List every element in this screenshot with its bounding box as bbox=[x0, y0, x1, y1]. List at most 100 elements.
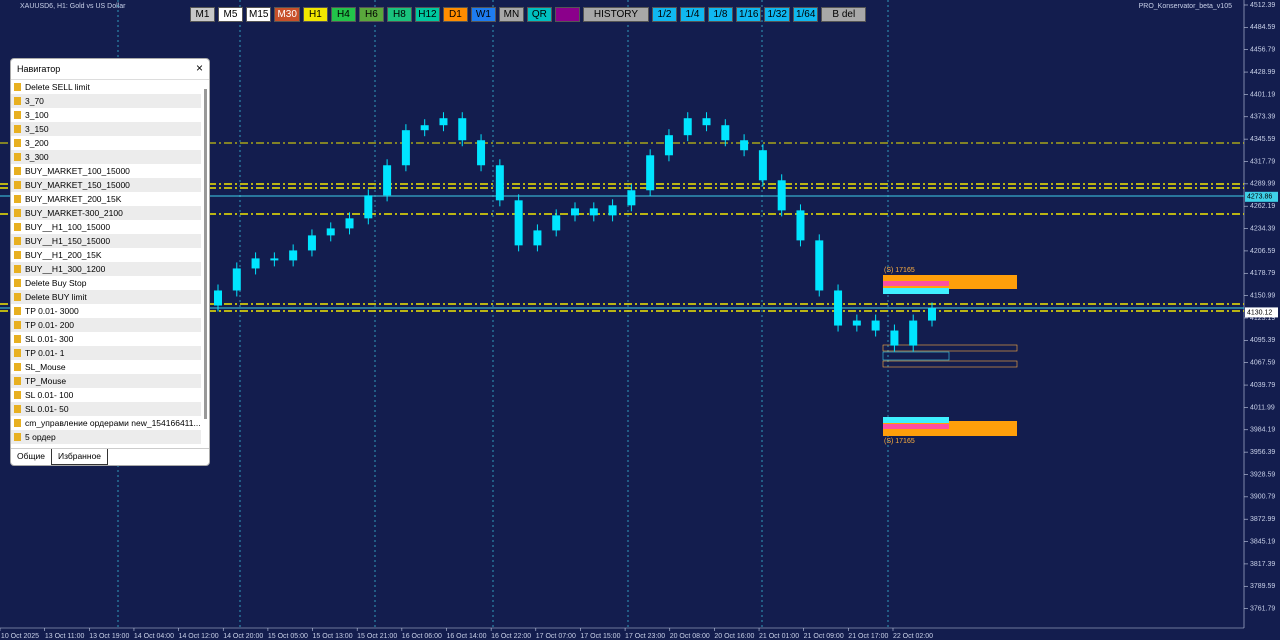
navigator-item[interactable]: 3_70 bbox=[11, 94, 201, 108]
navigator-item[interactable]: BUY_MARKET_150_15000 bbox=[11, 178, 201, 192]
candle bbox=[608, 205, 617, 216]
timeframe-button[interactable] bbox=[554, 7, 580, 22]
candle bbox=[571, 208, 579, 216]
y-tick-label: 3928.59 bbox=[1250, 471, 1275, 478]
timeframe-button[interactable]: 1/64 bbox=[792, 7, 819, 22]
navigator-item[interactable]: SL 0.01- 100 bbox=[11, 388, 201, 402]
navigator-item[interactable]: 5 ордер bbox=[11, 430, 201, 444]
y-tick-label: 4456.79 bbox=[1250, 47, 1275, 54]
candle bbox=[909, 320, 918, 346]
timeframe-button[interactable]: 1/32 bbox=[764, 7, 790, 22]
navigator-item[interactable]: SL 0.01- 300 bbox=[11, 332, 201, 346]
candle bbox=[627, 190, 636, 206]
navigator-item[interactable]: SL_Mouse bbox=[11, 360, 201, 374]
toolbar: M1 M5 M15 M30 H1 H4 H6 H8 H12 D1 W1 MN QR HISTORY 1/2 1… bbox=[190, 7, 867, 22]
timeframe-button[interactable]: H8 bbox=[386, 7, 412, 22]
candle bbox=[683, 118, 692, 136]
candle bbox=[646, 155, 655, 191]
navigator-item[interactable]: 3_100 bbox=[11, 108, 201, 122]
candle bbox=[740, 140, 749, 151]
timeframe-button[interactable]: H4 bbox=[330, 7, 356, 22]
navigator-item[interactable]: 3_200 bbox=[11, 136, 201, 150]
x-tick-label: 17 Oct 15:00 bbox=[580, 633, 620, 640]
navigator-item[interactable]: TP 0.01- 200 bbox=[11, 318, 201, 332]
tabs: Общие Избранное bbox=[11, 448, 209, 465]
y-tick-label: 3984.19 bbox=[1250, 427, 1275, 434]
navigator-item[interactable]: BUY__H1_200_15K bbox=[11, 248, 201, 262]
timeframe-button[interactable]: M30 bbox=[274, 7, 300, 22]
timeframe-button[interactable]: M5 bbox=[218, 7, 243, 22]
candle bbox=[214, 290, 222, 306]
expert: PRO_Konservator_beta_v105 bbox=[1139, 3, 1232, 10]
x-tick-label: 16 Oct 22:00 bbox=[491, 633, 531, 640]
navigator-item[interactable]: BUY__H1_150_15000 bbox=[11, 234, 201, 248]
y-tick-label: 4428.99 bbox=[1250, 69, 1275, 76]
timeframe-button[interactable]: H6 bbox=[358, 7, 384, 22]
navigator-item[interactable]: BUY_MARKET_100_15000 bbox=[11, 164, 201, 178]
candle bbox=[477, 140, 486, 166]
price-box bbox=[1245, 307, 1278, 318]
candle bbox=[552, 215, 561, 231]
x-tick-label: 13 Oct 19:00 bbox=[89, 633, 129, 640]
candle bbox=[439, 118, 448, 126]
navigator-item[interactable]: TP 0.01- 3000 bbox=[11, 304, 201, 318]
navigator-item[interactable]: Delete Buy Stop bbox=[11, 276, 201, 290]
candle bbox=[514, 200, 523, 246]
close-button[interactable]: × bbox=[195, 61, 203, 75]
navigator-item[interactable]: 3_150 bbox=[11, 122, 201, 136]
timeframe-button[interactable]: 1/4 bbox=[680, 7, 705, 22]
candle bbox=[270, 258, 279, 261]
price-label: 4273.86 bbox=[1247, 194, 1272, 201]
candle bbox=[664, 135, 673, 156]
y-tick-label: 4011.99 bbox=[1250, 404, 1275, 411]
scrollbar[interactable] bbox=[204, 89, 207, 419]
timeframe-button[interactable]: M15 bbox=[246, 7, 272, 22]
timeframe-button[interactable]: D1 bbox=[442, 7, 468, 22]
candle bbox=[702, 118, 711, 126]
y-tick-label: 4178.79 bbox=[1250, 270, 1275, 277]
x-tick-label: 17 Oct 23:00 bbox=[625, 633, 665, 640]
candle bbox=[251, 258, 260, 269]
y-tick-label: 3956.39 bbox=[1250, 449, 1275, 456]
y-tick-label: 4123.19 bbox=[1250, 315, 1275, 322]
timeframe-button[interactable]: H12 bbox=[414, 7, 440, 22]
tab[interactable]: Общие bbox=[17, 451, 45, 461]
timeframe-button[interactable]: W1 bbox=[470, 7, 496, 22]
navigator-item[interactable]: Delete BUY limit bbox=[11, 290, 201, 304]
navigator-item[interactable]: SL 0.01- 50 bbox=[11, 402, 201, 416]
candle bbox=[420, 125, 429, 131]
navigator-item[interactable]: 10 ордер bbox=[11, 444, 201, 446]
timeframe-button[interactable]: QR bbox=[526, 7, 552, 22]
candle bbox=[495, 165, 504, 201]
y-tick-label: 4484.59 bbox=[1250, 24, 1275, 31]
timeframe-button[interactable]: H1 bbox=[302, 7, 328, 22]
x-tick-label: 22 Oct 02:00 bbox=[893, 633, 933, 640]
navigator-item[interactable]: cm_управление ордерами new_154166411... bbox=[11, 416, 201, 430]
x-tick-label: 16 Oct 14:00 bbox=[446, 633, 486, 640]
timeframe-button[interactable]: 1/8 bbox=[708, 7, 733, 22]
timeframe-button[interactable]: HISTORY bbox=[582, 7, 649, 22]
navigator-item[interactable]: TP 0.01- 1 bbox=[11, 346, 201, 360]
x-tick-label: 20 Oct 08:00 bbox=[670, 633, 710, 640]
tab[interactable]: Избранное bbox=[50, 449, 109, 465]
navigator-item[interactable]: 3_300 bbox=[11, 150, 201, 164]
x-tick-label: 10 Oct 2025 bbox=[1, 633, 39, 640]
timeframe-button[interactable]: 1/16 bbox=[736, 7, 762, 22]
timeframe-button[interactable]: MN bbox=[498, 7, 524, 22]
navigator-item[interactable]: BUY__H1_300_1200 bbox=[11, 262, 201, 276]
navigator-item[interactable]: TP_Mouse bbox=[11, 374, 201, 388]
navigator-item[interactable]: BUY__H1_100_15000 bbox=[11, 220, 201, 234]
navigator-item[interactable]: BUY_MARKET-300_2100 bbox=[11, 206, 201, 220]
candle bbox=[533, 230, 542, 246]
y-tick-label: 4039.79 bbox=[1250, 382, 1275, 389]
candle bbox=[289, 250, 298, 261]
timeframe-button[interactable]: M1 bbox=[190, 7, 215, 22]
timeframe-button[interactable]: B del bbox=[821, 7, 867, 22]
candle bbox=[326, 228, 335, 236]
navigator: Навигатор × Delete SELL limit 3_70 3_100 3_… bbox=[10, 58, 210, 466]
navigator-item[interactable]: Delete SELL limit bbox=[11, 80, 201, 94]
y-tick-label: 4095.39 bbox=[1250, 337, 1275, 344]
navigator-item[interactable]: BUY_MARKET_200_15K bbox=[11, 192, 201, 206]
x-tick-label: 20 Oct 16:00 bbox=[714, 633, 754, 640]
timeframe-button[interactable]: 1/2 bbox=[652, 7, 677, 22]
